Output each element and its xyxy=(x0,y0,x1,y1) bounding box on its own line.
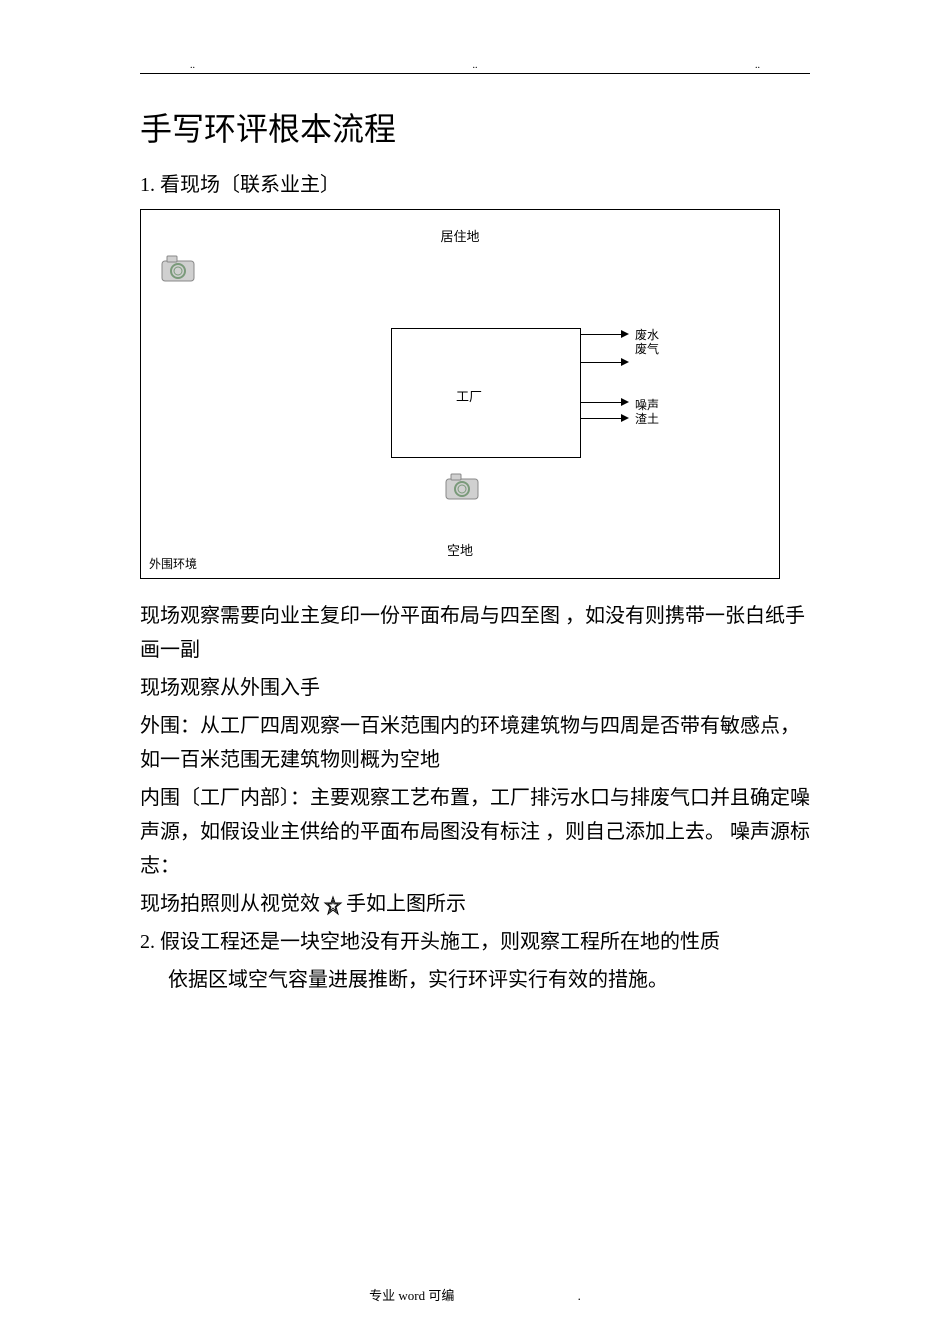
factory-label: 工厂 xyxy=(456,386,482,405)
paragraph-2: 现场观察从外围入手 xyxy=(140,671,810,705)
section-1-heading: 1. 看现场〔联系业主〕 xyxy=(140,168,810,197)
noise-source-icon xyxy=(322,894,344,916)
site-diagram: 居住地 工厂 废水 废气 噪声 xyxy=(140,209,780,579)
paragraph-5-post: 手如上图所示 xyxy=(346,893,466,915)
paragraph-3: 外围：从工厂四周观察一百米范围内的环境建筑物与四周是否带有敏感点，如一百米范围无… xyxy=(140,709,810,777)
factory-box xyxy=(391,328,581,458)
footer-right-text: . xyxy=(578,1288,581,1304)
tick-mark: .. xyxy=(755,60,760,71)
outer-env-label: 外围环境 xyxy=(149,555,197,572)
tick-mark: .. xyxy=(473,60,478,71)
page-title: 手写环评根本流程 xyxy=(140,104,810,150)
page-footer: 专业 word 可编 . xyxy=(0,1285,950,1304)
header-rule xyxy=(140,73,810,74)
footer-left-text: 专业 word 可编 xyxy=(369,1285,454,1304)
header-ticks: .. .. .. xyxy=(140,60,810,71)
paragraph-5-pre: 现场拍照则从视觉效 xyxy=(140,893,320,915)
empty-land-label: 空地 xyxy=(447,540,473,559)
diagram-top-label: 居住地 xyxy=(440,226,479,245)
paragraph-4: 内围〔工厂内部〕：主要观察工艺布置，工厂排污水口与排废气口并且确定噪声源，如假设… xyxy=(140,781,810,883)
camera-icon xyxy=(161,254,195,282)
section-2-line1: 2. 假设工程还是一块空地没有开头施工，则观察工程所在地的性质 xyxy=(140,925,810,959)
document-page: .. .. .. 手写环评根本流程 1. 看现场〔联系业主〕 居住地 工厂 废水 xyxy=(0,0,950,1041)
paragraph-5: 现场拍照则从视觉效 手如上图所示 xyxy=(140,887,810,921)
tick-mark: .. xyxy=(190,60,195,71)
paragraph-1: 现场观察需要向业主复印一份平面布局与四至图 ，如没有则携带一张白纸手画一副 xyxy=(140,599,810,667)
camera-icon xyxy=(445,472,479,500)
section-2-line2: 依据区域空气容量进展推断，实行环评实行有效的措施。 xyxy=(140,963,810,997)
